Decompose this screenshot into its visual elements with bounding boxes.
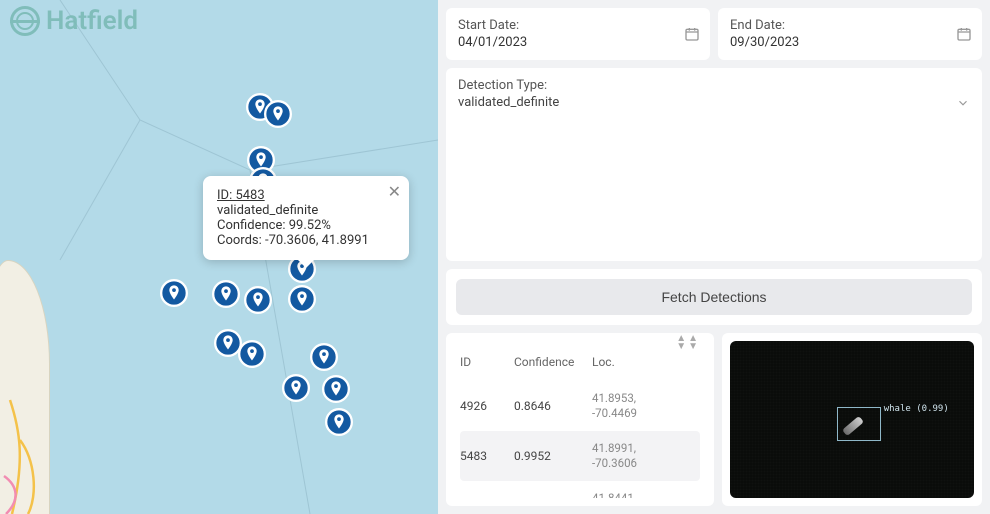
detection-bbox-label: whale (0.99)	[884, 404, 949, 414]
detection-preview: whale (0.99)	[722, 333, 982, 506]
map-pin[interactable]	[238, 340, 266, 368]
detections-table: ▲▲▼▼ ID Confidence Loc. 49260.864641.895…	[446, 333, 714, 506]
start-date-value: 04/01/2023	[458, 35, 698, 50]
map-pin[interactable]	[212, 280, 240, 308]
col-header-loc[interactable]: Loc.	[592, 355, 706, 369]
map-pin[interactable]	[160, 279, 188, 307]
brand-logo-icon	[10, 6, 40, 36]
cell-confidence: 0.8646	[514, 399, 592, 413]
cell-loc: 41.8991,-70.3606	[592, 441, 700, 471]
app-root: Hatfield ✕ ID: 5483 validated_definite C…	[0, 0, 990, 514]
col-header-confidence[interactable]: Confidence	[514, 355, 592, 369]
detection-bbox	[837, 407, 881, 442]
end-date-field[interactable]: End Date: 09/30/2023	[718, 8, 982, 60]
chevron-down-icon	[956, 96, 970, 110]
map-pin[interactable]	[325, 408, 353, 436]
end-date-value: 09/30/2023	[730, 35, 970, 50]
col-header-id[interactable]: ID	[460, 355, 514, 369]
brand-name: Hatfield	[46, 6, 138, 36]
cell-id: 5483	[460, 449, 514, 463]
fetch-detections-button[interactable]: Fetch Detections	[456, 279, 972, 315]
detection-type-field[interactable]: Detection Type: validated_definite	[446, 68, 982, 261]
table-header: ID Confidence Loc.	[460, 347, 706, 381]
calendar-icon	[684, 26, 700, 42]
map-pin[interactable]	[322, 375, 350, 403]
date-row: Start Date: 04/01/2023 End Date: 09/30/2…	[446, 8, 982, 60]
cell-loc: 41.8953,-70.4469	[592, 391, 700, 421]
table-row[interactable]: 54830.995241.8991,-70.3606	[460, 431, 700, 481]
popup-coords: Coords: -70.3606, 41.8991	[217, 233, 395, 248]
map-pin[interactable]	[282, 374, 310, 402]
whale-shape	[842, 416, 864, 436]
start-date-field[interactable]: Start Date: 04/01/2023	[446, 8, 710, 60]
table-row[interactable]: 41920.663541.8441,-70.3381	[460, 481, 700, 498]
popup-id: ID: 5483	[217, 188, 395, 203]
popup-type: validated_definite	[217, 203, 395, 218]
end-date-label: End Date:	[730, 18, 970, 33]
map-pin[interactable]	[310, 343, 338, 371]
preview-image[interactable]: whale (0.99)	[730, 341, 974, 498]
table-body[interactable]: 49260.864641.8953,-70.446954830.995241.8…	[460, 381, 706, 498]
start-date-label: Start Date:	[458, 18, 698, 33]
results-row: ▲▲▼▼ ID Confidence Loc. 49260.864641.895…	[446, 333, 982, 506]
control-panel: Start Date: 04/01/2023 End Date: 09/30/2…	[438, 0, 990, 514]
sort-arrows-icon[interactable]: ▲▲▼▼	[676, 335, 700, 351]
cell-id: 4926	[460, 399, 514, 413]
map-pin[interactable]	[264, 100, 292, 128]
map-pin[interactable]	[288, 285, 316, 313]
map-popup: ✕ ID: 5483 validated_definite Confidence…	[203, 176, 409, 260]
cell-loc: 41.8441,-70.3381	[592, 491, 700, 498]
detection-type-value: validated_definite	[458, 95, 559, 110]
map-panel[interactable]: Hatfield ✕ ID: 5483 validated_definite C…	[0, 0, 438, 514]
popup-confidence: Confidence: 99.52%	[217, 218, 395, 233]
cell-confidence: 0.9952	[514, 449, 592, 463]
close-icon[interactable]: ✕	[388, 182, 401, 201]
calendar-icon	[956, 26, 972, 42]
map-pin[interactable]	[244, 286, 272, 314]
brand-logo: Hatfield	[10, 6, 138, 36]
table-row[interactable]: 49260.864641.8953,-70.4469	[460, 381, 700, 431]
map-landmass	[0, 260, 50, 514]
fetch-row: Fetch Detections	[446, 269, 982, 325]
detection-type-label: Detection Type:	[458, 78, 970, 93]
